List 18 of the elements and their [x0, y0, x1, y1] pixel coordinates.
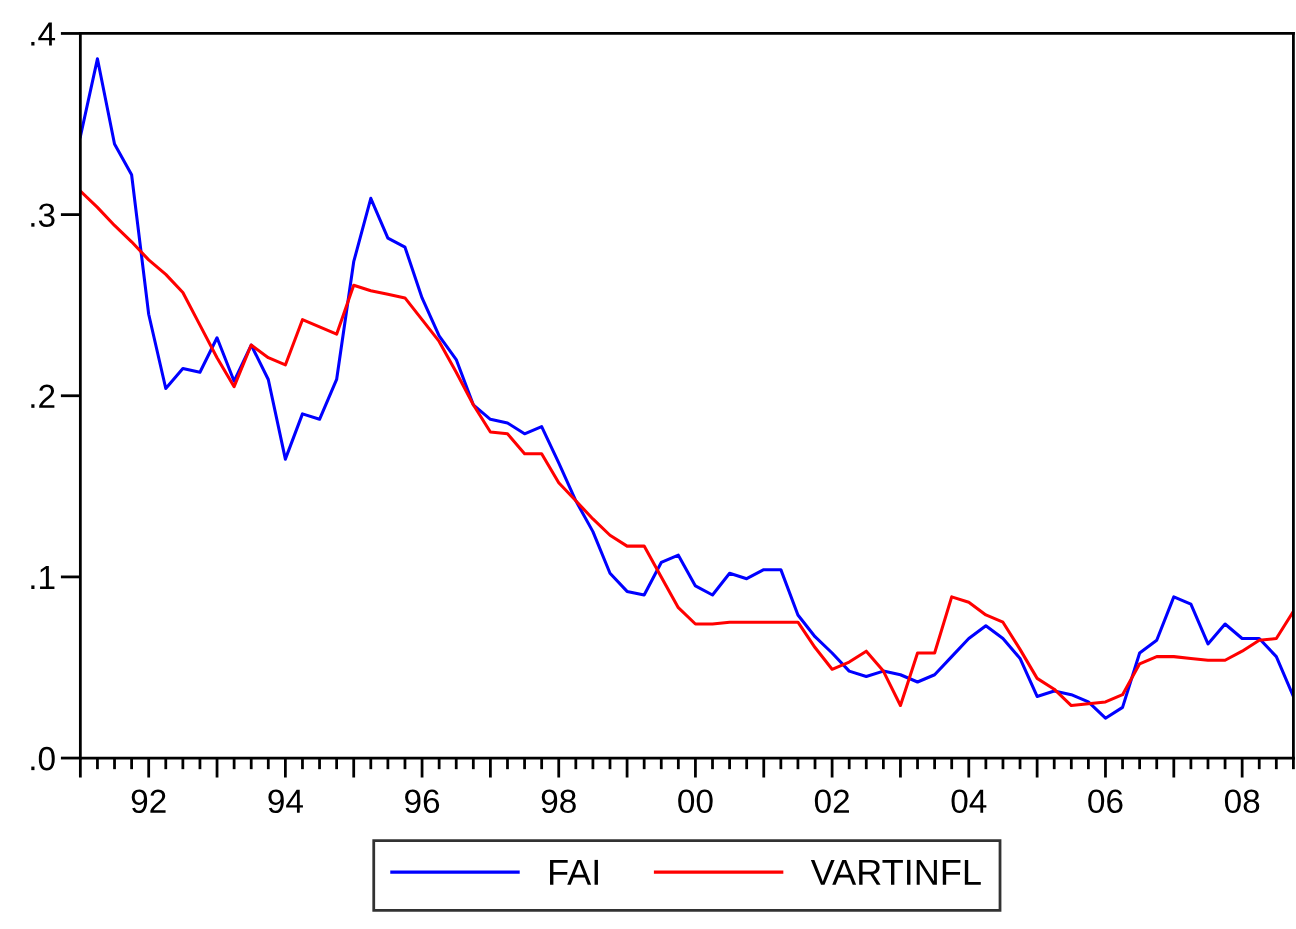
y-tick-label: .0: [31, 746, 55, 771]
x-tick-label: 00: [678, 789, 713, 814]
x-tick-label: 08: [1224, 789, 1260, 814]
x-tick-label: 04: [951, 789, 987, 814]
x-tick-label: 02: [814, 789, 849, 814]
y-tick-label: .3: [31, 203, 55, 228]
x-tick-label: 94: [268, 789, 303, 814]
line-series: [80, 57, 1294, 720]
x-tick-label: 96: [405, 789, 440, 814]
x-tick-label: 98: [541, 789, 576, 814]
y-tick-label: .2: [31, 384, 55, 408]
legend-label: VARTINFL: [810, 859, 981, 885]
y-tick-label: .4: [31, 22, 56, 46]
line-series: [80, 189, 1294, 708]
legend-label: FAI: [550, 859, 598, 885]
x-tick-label: 06: [1088, 789, 1123, 814]
y-tick-label: .1: [31, 566, 55, 589]
x-tick-label: 92: [131, 789, 166, 814]
